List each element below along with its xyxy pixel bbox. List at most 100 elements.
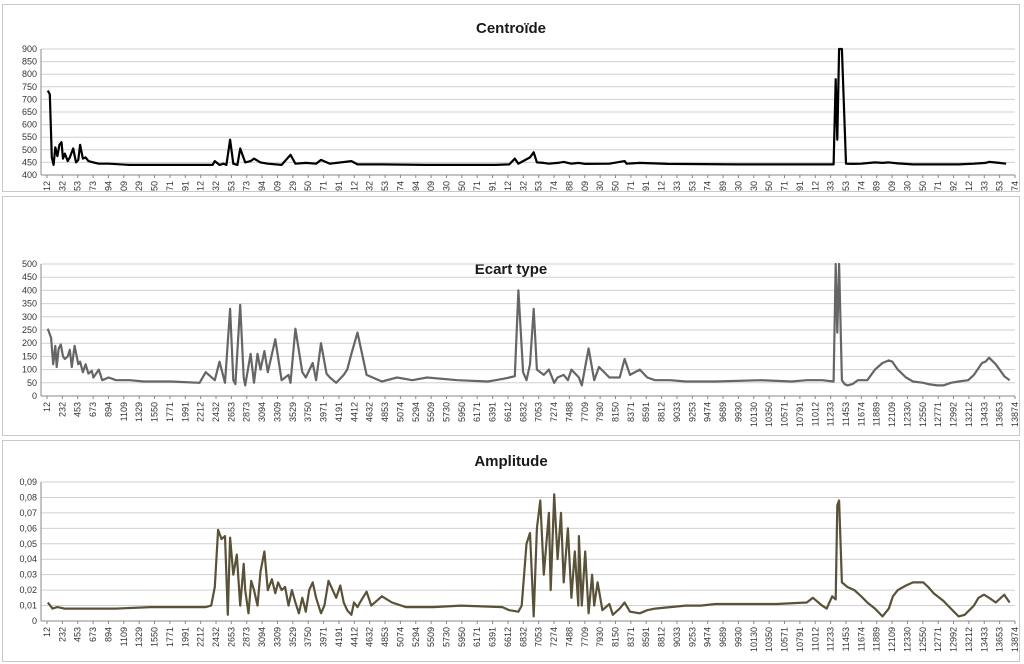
x-tick-label: 673 — [88, 181, 98, 191]
chart-title: Amplitude — [474, 453, 548, 470]
y-tick-label: 50 — [27, 378, 37, 388]
x-tick-label: 6171 — [472, 627, 482, 647]
series-line — [46, 262, 1011, 387]
x-tick-label: 10350 — [764, 627, 774, 652]
chart-svg-ecart-type: 0 50 100 150 200 250 300 350 400 450 500 12 232 453 67… — [22, 259, 1019, 427]
x-tick-label: 5294 — [411, 402, 421, 422]
y-tick-label: 0 — [32, 391, 37, 401]
x-tick-label: 1550 — [150, 402, 160, 422]
x-tick-label: 12550 — [918, 402, 928, 427]
x-tick-label: 11233 — [826, 627, 836, 651]
x-tick-label: 7274 — [549, 402, 559, 422]
x-tick-label: 9474 — [703, 627, 713, 647]
x-tick-label: 13212 — [964, 402, 974, 427]
x-tick-label: 12109 — [887, 181, 897, 191]
y-tick-label: 400 — [22, 285, 37, 295]
x-tick-label: 453 — [73, 627, 83, 642]
chart-svg-centroide: 400 450 500 550 600 650 700 750 800 850 900 12 232 45… — [22, 44, 1019, 191]
x-tick-label: 1771 — [165, 402, 175, 422]
x-tick-label: 5509 — [426, 627, 436, 647]
x-tick-label: 232 — [57, 402, 67, 417]
x-tick-label: 3750 — [303, 402, 313, 422]
x-tick-label: 8812 — [657, 627, 667, 647]
x-tick-label: 1771 — [165, 627, 175, 647]
y-tick-label: 300 — [22, 312, 37, 322]
x-tick-label: 2653 — [226, 627, 236, 647]
x-tick-label: 11012 — [810, 402, 820, 426]
chart-svg-amplitude: 0 0,01 0,02 0,03 0,04 0,05 0,06 0,07 0,08 0,09 12 2… — [19, 477, 1019, 652]
x-tick-label: 2873 — [242, 402, 252, 422]
x-tick-label: 7709 — [580, 627, 590, 647]
x-tick-label: 453 — [73, 402, 83, 417]
x-tick-label: 11233 — [826, 181, 836, 191]
y-tick-label: 450 — [22, 157, 37, 167]
x-tick-label: 10571 — [780, 627, 790, 652]
x-tick-label: 13433 — [979, 402, 989, 427]
x-tick-label: 12550 — [918, 627, 928, 652]
x-tick-label: 9689 — [718, 181, 728, 191]
x-tick-label: 1109 — [119, 627, 129, 646]
x-tick-label: 4632 — [365, 627, 375, 647]
y-tick-label: 850 — [22, 57, 37, 67]
x-tick-label: 12109 — [887, 627, 897, 652]
x-tick-label: 10791 — [795, 627, 805, 652]
x-tick-label: 13212 — [964, 181, 974, 191]
x-tick-label: 1329 — [134, 402, 144, 422]
x-tick-label: 7274 — [549, 181, 559, 191]
chart-panel-ecart-type: Ecart type 0 50 100 150 200 250 300 350 400 450 50… — [2, 196, 1020, 436]
y-tick-label: 600 — [22, 120, 37, 130]
x-tick-label: 9689 — [718, 402, 728, 422]
x-tick-label: 12 — [42, 181, 52, 191]
x-tick-label: 4412 — [349, 181, 359, 191]
x-tick-label: 7930 — [595, 627, 605, 647]
x-tick-label: 8812 — [657, 181, 667, 191]
x-tick-label: 8371 — [626, 402, 636, 422]
y-tick-label: 0,06 — [19, 523, 37, 533]
x-tick-label: 12330 — [902, 627, 912, 652]
x-tick-label: 1550 — [150, 627, 160, 647]
x-tick-label: 4853 — [380, 181, 390, 191]
x-tick-label: 11674 — [856, 181, 866, 191]
x-tick-label: 12 — [42, 627, 52, 637]
x-tick-label: 9253 — [687, 181, 697, 191]
y-tick-label: 250 — [22, 325, 37, 335]
x-tick-label: 232 — [57, 627, 67, 642]
x-tick-label: 2212 — [196, 402, 206, 422]
x-tick-label: 6612 — [503, 181, 513, 191]
x-tick-label: 7053 — [534, 181, 544, 191]
y-tick-label: 350 — [22, 299, 37, 309]
x-tick-label: 8812 — [657, 402, 667, 422]
x-tick-label: 5730 — [441, 181, 451, 191]
x-tick-label: 894 — [103, 402, 113, 417]
x-tick-label: 12 — [42, 402, 52, 412]
x-tick-label: 13874 — [1010, 627, 1019, 652]
x-tick-label: 3309 — [272, 627, 282, 647]
x-tick-label: 9253 — [687, 627, 697, 647]
x-tick-label: 11889 — [872, 181, 882, 191]
x-tick-label: 12992 — [949, 181, 959, 191]
x-tick-label: 8150 — [611, 627, 621, 647]
x-tick-label: 6832 — [518, 181, 528, 191]
x-tick-label: 1550 — [150, 181, 160, 191]
x-tick-label: 3750 — [303, 627, 313, 647]
x-tick-label: 9033 — [672, 181, 682, 191]
x-tick-label: 2212 — [196, 181, 206, 191]
x-tick-label: 12330 — [902, 181, 912, 191]
x-tick-label: 1991 — [180, 181, 190, 191]
x-tick-label: 2873 — [242, 627, 252, 647]
x-tick-label: 4412 — [349, 627, 359, 647]
x-tick-label: 4632 — [365, 402, 375, 422]
chart-title: Ecart type — [474, 261, 548, 278]
y-tick-label: 500 — [22, 145, 37, 155]
x-tick-label: 8591 — [641, 402, 651, 422]
x-tick-label: 5294 — [411, 181, 421, 191]
x-tick-label: 12771 — [933, 627, 943, 652]
x-tick-label: 3529 — [288, 181, 298, 191]
x-tick-label: 3094 — [257, 402, 267, 422]
x-tick-label: 7709 — [580, 181, 590, 191]
y-tick-label: 400 — [22, 170, 37, 180]
x-tick-label: 7709 — [580, 402, 590, 422]
x-tick-label: 7053 — [534, 627, 544, 647]
y-tick-label: 0,05 — [19, 539, 37, 549]
x-tick-label: 1991 — [180, 402, 190, 422]
